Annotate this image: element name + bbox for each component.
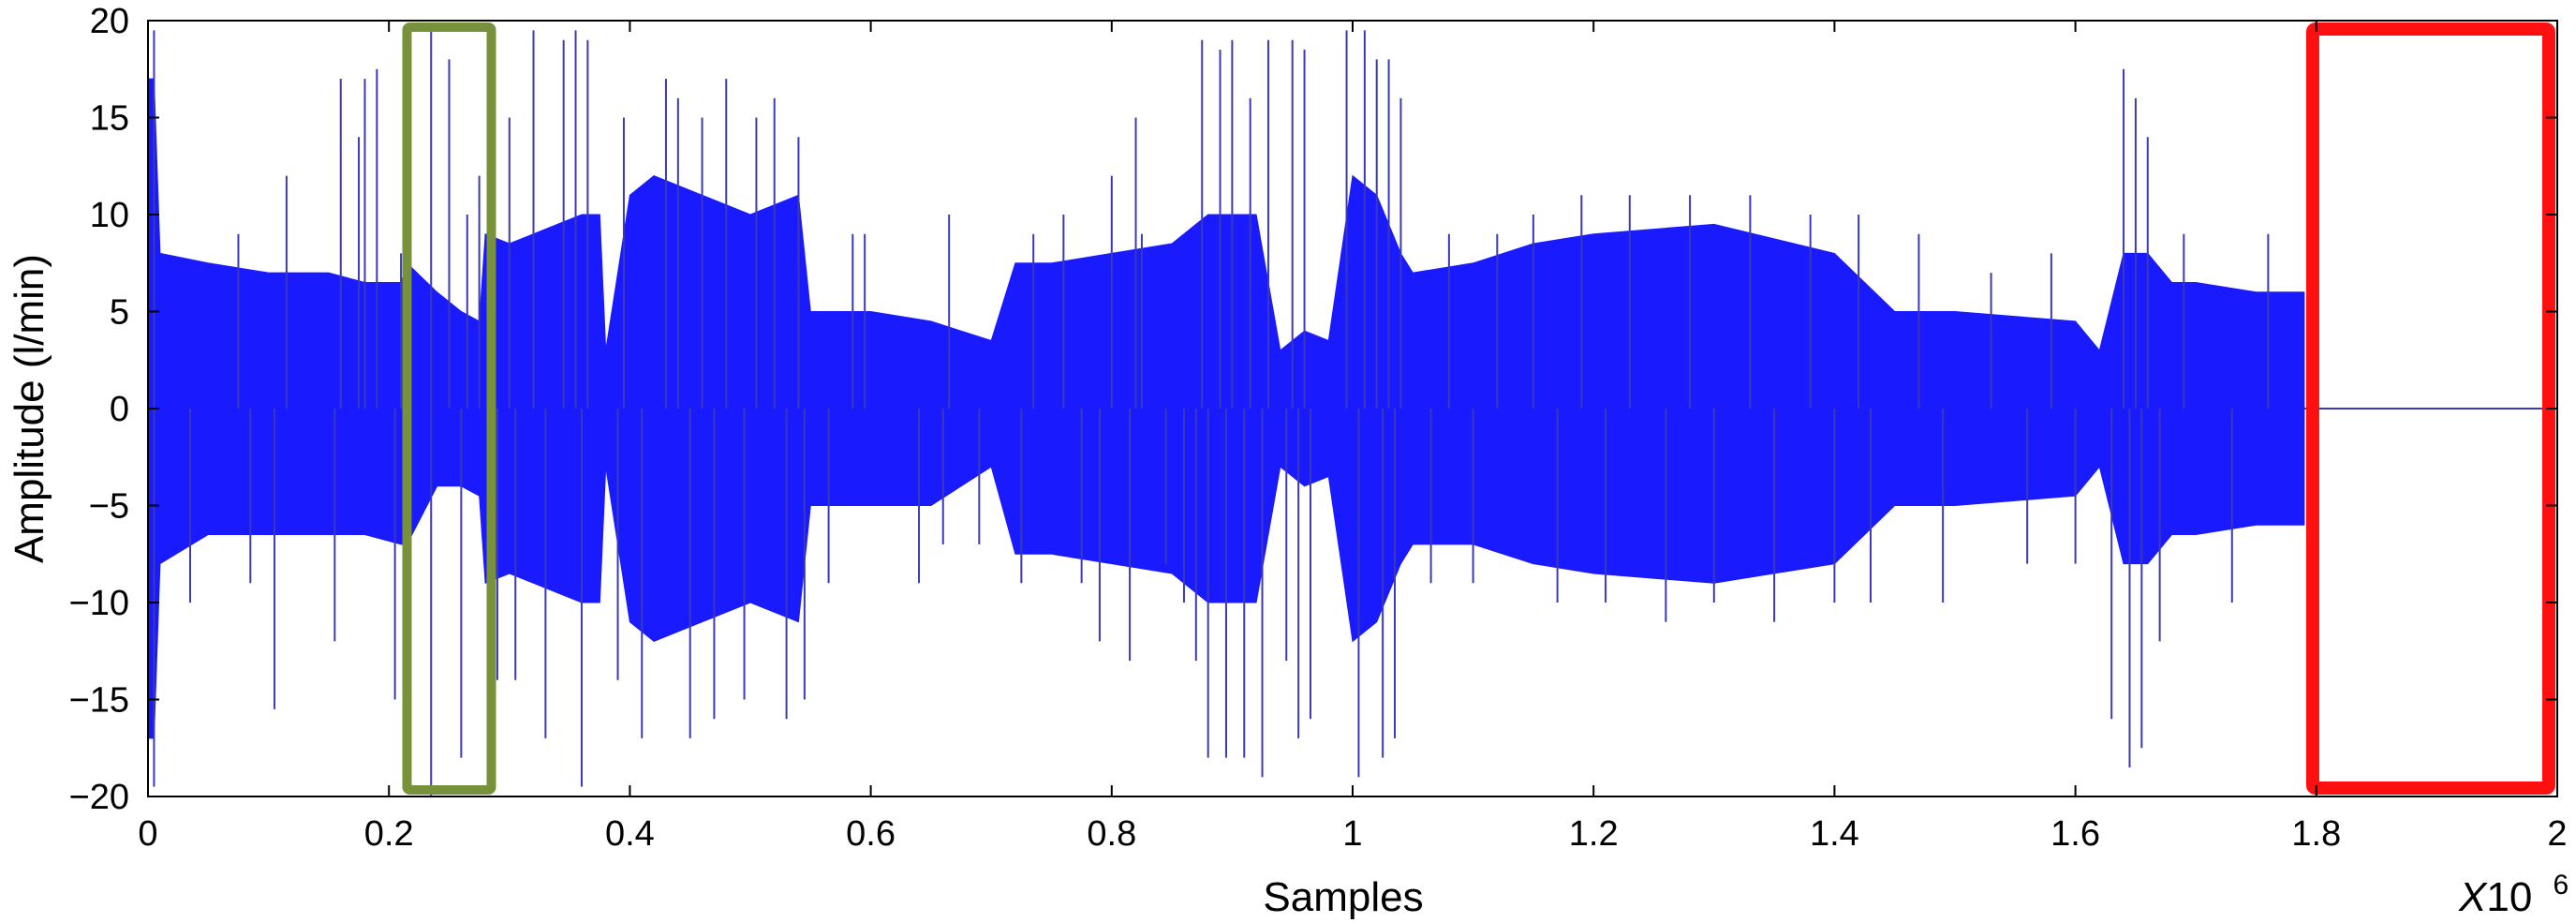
y-axis: 20 15 10 5 0 −5 −10 −15 −20 (69, 2, 2557, 817)
x-axis-multiplier-base: 10 (2486, 874, 2532, 920)
x-axis-multiplier: X10 6 (2458, 870, 2569, 920)
x-tick-label: 0.6 (846, 814, 896, 854)
y-tick-label: −5 (89, 487, 129, 527)
y-tick-label: −10 (69, 584, 129, 623)
y-tick-label: −15 (69, 681, 129, 721)
x-axis-multiplier-prefix: X10 (2458, 874, 2532, 920)
y-tick-label: 15 (90, 99, 129, 139)
y-tick-label: −20 (69, 778, 129, 817)
x-axis-multiplier-exponent: 6 (2554, 870, 2569, 901)
y-tick-label: 10 (90, 196, 129, 235)
signal-spikes (153, 30, 2270, 796)
signal-trace (148, 30, 2557, 796)
x-tick-label: 0.4 (605, 814, 655, 854)
y-axis-title: Amplitude (l/min) (7, 254, 52, 563)
x-tick-label: 0.2 (364, 814, 414, 854)
x-tick-label: 1.8 (2291, 814, 2341, 854)
y-tick-label: 0 (110, 390, 129, 429)
x-tick-label: 0 (138, 814, 157, 854)
x-tick-label: 2 (2547, 814, 2567, 854)
x-tick-label: 1.2 (1569, 814, 1619, 854)
x-tick-label: 1 (1342, 814, 1362, 854)
highlight-box (402, 22, 496, 795)
x-tick-label: 1.6 (2050, 814, 2100, 854)
y-tick-label: 20 (90, 2, 129, 41)
x-tick-label: 0.8 (1087, 814, 1136, 854)
x-axis-title: Samples (1263, 874, 1423, 920)
x-tick-label: 1.4 (1810, 814, 1859, 854)
x-axis-multiplier-x: X (2458, 874, 2488, 920)
y-tick-label: 5 (110, 293, 129, 333)
x-axis: 0 0.2 0.4 0.6 0.8 1 1.2 1.4 1.6 1.8 2 (138, 21, 2568, 854)
